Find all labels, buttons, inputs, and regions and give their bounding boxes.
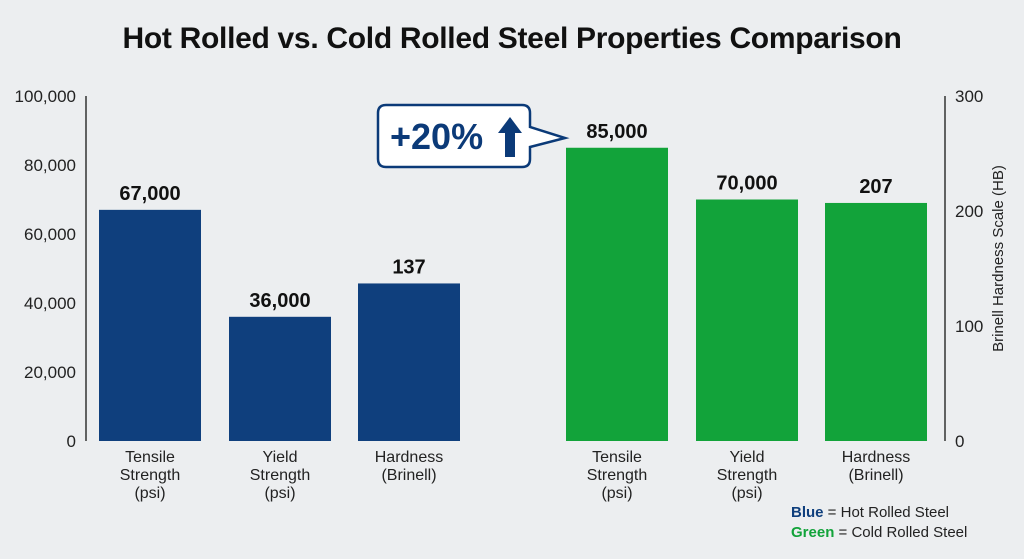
legend-cold-rolled-text: = Cold Rolled Steel (834, 524, 968, 541)
category-label: Tensile (592, 449, 642, 466)
category-label: Yield (263, 449, 298, 466)
bar-value-label: 207 (859, 176, 892, 198)
callout-percent: +20% (390, 116, 483, 157)
left-axis-tick-label: 0 (67, 432, 76, 451)
category-label: (psi) (731, 485, 762, 502)
bar (99, 209, 201, 441)
bar (566, 147, 668, 441)
callout-box (376, 103, 570, 169)
category-label: Hardness (375, 449, 443, 466)
right-axis-tick-label: 0 (955, 432, 964, 451)
left-axis-tick-label: 80,000 (24, 156, 76, 175)
bar (229, 316, 331, 441)
chart-title: Hot Rolled vs. Cold Rolled Steel Propert… (122, 22, 902, 55)
category-label: Strength (120, 467, 180, 484)
legend: Blue = Hot Rolled Steel Green = Cold Rol… (791, 503, 967, 543)
right-axis-tick-label: 100 (955, 317, 983, 336)
bar-value-label: 70,000 (716, 173, 777, 195)
bar-value-label: 36,000 (249, 290, 310, 312)
category-label: Hardness (842, 449, 910, 466)
right-axis-title: Brinell Hardness Scale (HB) (990, 165, 1007, 352)
left-axis-tick-label: 40,000 (24, 294, 76, 313)
legend-item-hot-rolled: Blue = Hot Rolled Steel (791, 503, 967, 523)
bar-value-label: 85,000 (586, 121, 647, 143)
legend-cold-rolled-color-word: Green (791, 524, 835, 541)
bar (696, 199, 798, 441)
category-label: (Brinell) (381, 467, 436, 484)
up-arrow-icon (498, 117, 522, 157)
legend-item-cold-rolled: Green = Cold Rolled Steel (791, 523, 967, 543)
bar (825, 202, 927, 441)
category-label: (psi) (264, 485, 295, 502)
left-axis-tick-label: 20,000 (24, 363, 76, 382)
bar (358, 283, 460, 441)
right-axis-tick-label: 200 (955, 202, 983, 221)
category-label: (Brinell) (848, 467, 903, 484)
category-label: Tensile (125, 449, 175, 466)
left-axis-tick-label: 60,000 (24, 225, 76, 244)
right-axis-tick-label: 300 (955, 87, 983, 106)
legend-hot-rolled-color-word: Blue (791, 504, 824, 521)
category-label: (psi) (601, 485, 632, 502)
left-axis-tick-label: 100,000 (15, 87, 76, 106)
category-label: Yield (730, 449, 765, 466)
category-label: Strength (587, 467, 647, 484)
category-label: (psi) (134, 485, 165, 502)
category-label: Strength (250, 467, 310, 484)
bar-value-label: 67,000 (119, 183, 180, 205)
bar-value-label: 137 (392, 256, 425, 278)
legend-hot-rolled-text: = Hot Rolled Steel (823, 504, 950, 521)
category-label: Strength (717, 467, 777, 484)
